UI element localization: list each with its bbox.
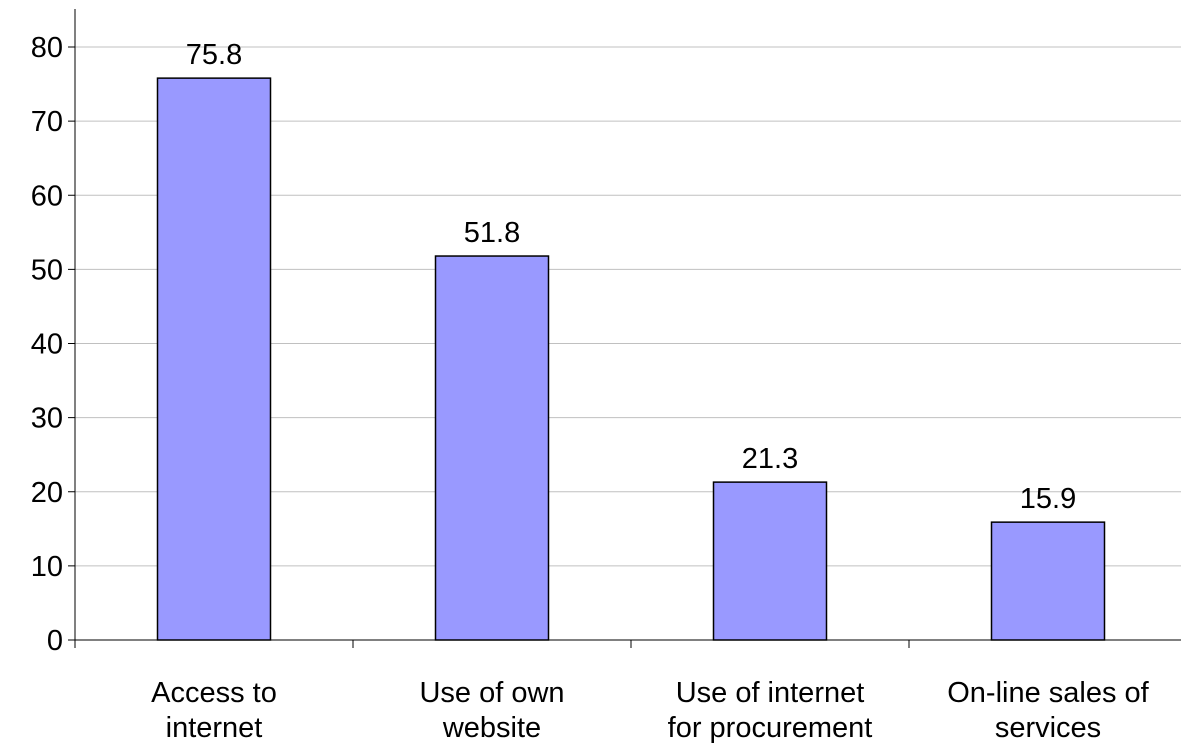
y-tick-label: 20 xyxy=(31,477,63,509)
y-tick-label: 30 xyxy=(31,403,63,435)
y-tick-label: 80 xyxy=(31,32,63,64)
data-label: 51.8 xyxy=(464,217,520,249)
category-label: website xyxy=(442,712,541,744)
category-label: Access to xyxy=(151,677,277,709)
y-tick-labels: 0 10 20 30 40 50 60 70 80 xyxy=(31,32,63,657)
category-label: services xyxy=(995,712,1101,744)
y-tick-label: 50 xyxy=(31,254,63,286)
data-label: 21.3 xyxy=(742,443,798,475)
bar xyxy=(712,481,828,641)
data-labels: 75.8 51.8 21.3 15.9 xyxy=(186,39,1076,515)
category-label: On-line sales of xyxy=(947,677,1149,709)
category-label: Use of internet xyxy=(676,677,865,709)
y-tick-label: 40 xyxy=(31,329,63,361)
data-label: 75.8 xyxy=(186,39,242,71)
bars xyxy=(156,77,1106,641)
y-tick-label: 60 xyxy=(31,180,63,212)
category-label: for procurement xyxy=(668,712,873,744)
y-tick-label: 10 xyxy=(31,551,63,583)
category-label: internet xyxy=(166,712,263,744)
bar xyxy=(434,255,550,641)
y-tick-label: 70 xyxy=(31,106,63,138)
category-label: Use of own xyxy=(419,677,564,709)
bar xyxy=(156,77,272,641)
data-label: 15.9 xyxy=(1020,483,1076,515)
axes xyxy=(68,9,1181,648)
y-tick-label: 0 xyxy=(47,625,63,657)
bar xyxy=(990,521,1106,641)
